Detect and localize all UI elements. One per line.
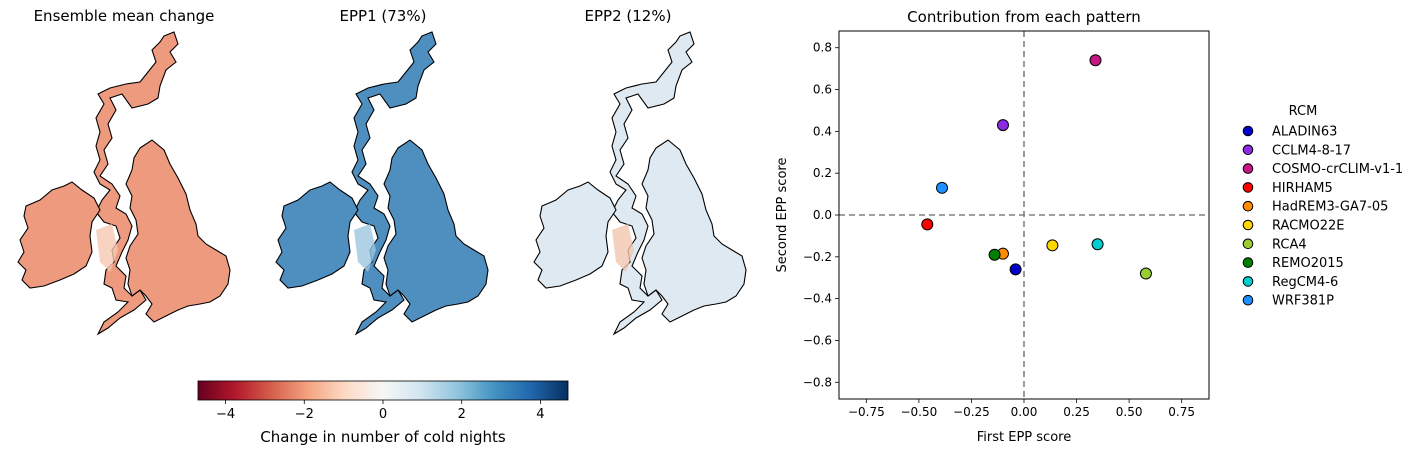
- y-axis-ticks: −0.8 −0.6 −0.4 −0.2 0.0 0.2 0.4 0.6 0.8: [803, 41, 839, 389]
- landmass: [17, 31, 231, 335]
- shading-accent: [612, 224, 634, 272]
- legend-label: WRF381P: [1272, 294, 1334, 309]
- colorbar-tick-label: −2: [295, 407, 314, 422]
- legend-item-aladin63: ALADIN63: [1242, 125, 1337, 140]
- legend-label: CCLM4-8-17: [1272, 143, 1351, 158]
- y-axis-label: Second EPP score: [775, 158, 790, 273]
- point-aladin63: [1009, 263, 1022, 276]
- legend-label: HIRHAM5: [1272, 181, 1333, 196]
- map-panels: [17, 31, 747, 335]
- legend-item-hadrem3-ga7-05: HadREM3-GA7-05: [1242, 200, 1388, 215]
- legend-label: HadREM3-GA7-05: [1272, 200, 1388, 215]
- map-ensemble-mean: [17, 31, 231, 335]
- point-cclm4-8-17: [996, 119, 1009, 132]
- x-axis-label: First EPP score: [977, 430, 1071, 445]
- legend-item-wrf381p: WRF381P: [1242, 294, 1334, 309]
- legend-marker: [1242, 257, 1254, 268]
- point-remo2015: [988, 248, 1001, 261]
- legend-title: RCM: [1289, 104, 1318, 119]
- legend: RCM ALADIN63 CCLM4-8-17 COSMO-crCLIM-v1-1 H…: [1242, 104, 1403, 309]
- map-epp1: [275, 31, 489, 335]
- colorbar-tick-label: 0: [379, 407, 387, 422]
- y-tick-label: 0.6: [813, 83, 832, 97]
- y-tick-label: −0.2: [803, 250, 832, 264]
- point-wrf381p: [936, 181, 949, 194]
- legend-item-remo2015: REMO2015: [1242, 256, 1344, 271]
- y-tick-label: −0.4: [803, 292, 832, 306]
- legend-item-racmo22e: RACMO22E: [1242, 219, 1344, 234]
- map-epp2: [533, 31, 747, 335]
- y-tick-label: −0.6: [803, 333, 832, 347]
- point-racmo22e: [1046, 239, 1059, 252]
- x-tick-label: −0.25: [953, 405, 990, 419]
- y-tick-label: 0.2: [813, 166, 832, 180]
- legend-label: ALADIN63: [1272, 125, 1337, 140]
- legend-label: RACMO22E: [1272, 219, 1344, 234]
- point-hirham5: [921, 218, 934, 231]
- legend-items: ALADIN63 CCLM4-8-17 COSMO-crCLIM-v1-1 HIRHA…: [1242, 125, 1403, 309]
- legend-label: RCA4: [1272, 237, 1307, 252]
- scatter-chart: Contribution from each pattern −0.75 −0.5…: [775, 8, 1210, 445]
- point-cosmo-crclim-v1-1: [1089, 54, 1102, 67]
- y-tick-label: 0.0: [813, 208, 832, 222]
- colorbar-ticks: −4 −2 0 2 4: [216, 400, 545, 422]
- chart-title: Contribution from each pattern: [907, 8, 1141, 26]
- x-tick-label: −0.50: [900, 405, 937, 419]
- legend-marker: [1242, 219, 1254, 231]
- legend-marker: [1242, 182, 1254, 193]
- legend-marker: [1242, 125, 1254, 137]
- legend-item-hirham5: HIRHAM5: [1242, 181, 1333, 196]
- point-rca4: [1139, 267, 1152, 280]
- legend-item-cclm4-8-17: CCLM4-8-17: [1242, 143, 1351, 158]
- colorbar: −4 −2 0 2 4 Change in number of cold nights: [197, 380, 569, 446]
- x-tick-label: 0.75: [1168, 405, 1195, 419]
- legend-marker: [1242, 200, 1254, 212]
- legend-item-regcm4-6: RegCM4-6: [1242, 275, 1338, 290]
- point-regcm4-6: [1091, 238, 1104, 251]
- x-axis-ticks: −0.75 −0.50 −0.25 0.00 0.25 0.50 0.75: [848, 399, 1195, 419]
- x-tick-label: −0.75: [848, 405, 885, 419]
- legend-marker: [1242, 276, 1254, 287]
- y-tick-label: −0.8: [803, 375, 832, 389]
- y-tick-label: 0.4: [813, 124, 832, 138]
- legend-label: COSMO-crCLIM-v1-1: [1272, 162, 1403, 177]
- y-tick-label: 0.8: [813, 41, 832, 55]
- colorbar-tick-label: 4: [536, 407, 544, 422]
- landmass: [275, 31, 489, 335]
- data-points: [921, 54, 1152, 280]
- map-title-epp1: EPP1 (73%): [339, 7, 427, 25]
- legend-marker: [1242, 238, 1254, 250]
- x-tick-label: 0.25: [1063, 405, 1090, 419]
- legend-marker: [1242, 144, 1254, 156]
- legend-item-cosmo-crclim-v1-1: COSMO-crCLIM-v1-1: [1242, 162, 1403, 177]
- legend-marker: [1242, 294, 1254, 306]
- colorbar-tick-label: 2: [458, 407, 466, 422]
- map-title-ensemble-mean: Ensemble mean change: [33, 7, 215, 25]
- shading-accent: [96, 224, 118, 272]
- legend-label: REMO2015: [1272, 256, 1344, 271]
- legend-marker: [1242, 163, 1254, 174]
- map-title-epp2: EPP2 (12%): [584, 7, 672, 25]
- legend-item-rca4: RCA4: [1242, 237, 1307, 252]
- landmass: [533, 31, 747, 335]
- colorbar-label: Change in number of cold nights: [260, 428, 506, 446]
- colorbar-tick-label: −4: [216, 407, 235, 422]
- reference-lines: [839, 31, 1209, 399]
- colorbar-gradient: [197, 380, 569, 401]
- x-tick-label: 0.00: [1011, 405, 1038, 419]
- shading-accent: [354, 224, 376, 272]
- legend-label: RegCM4-6: [1272, 275, 1338, 290]
- x-tick-label: 0.50: [1116, 405, 1143, 419]
